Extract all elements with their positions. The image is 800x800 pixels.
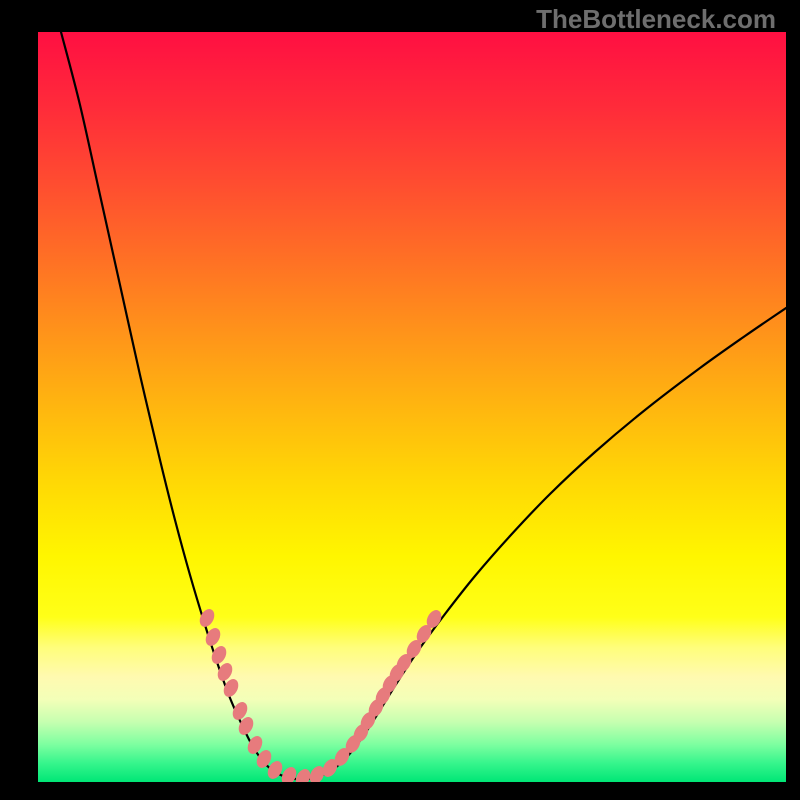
border-bottom — [0, 782, 800, 800]
bottleneck-chart — [0, 0, 800, 800]
chart-frame: TheBottleneck.com — [0, 0, 800, 800]
watermark-text: TheBottleneck.com — [536, 4, 776, 35]
gradient-background — [38, 32, 786, 782]
border-left — [0, 0, 38, 800]
border-right — [786, 0, 800, 800]
